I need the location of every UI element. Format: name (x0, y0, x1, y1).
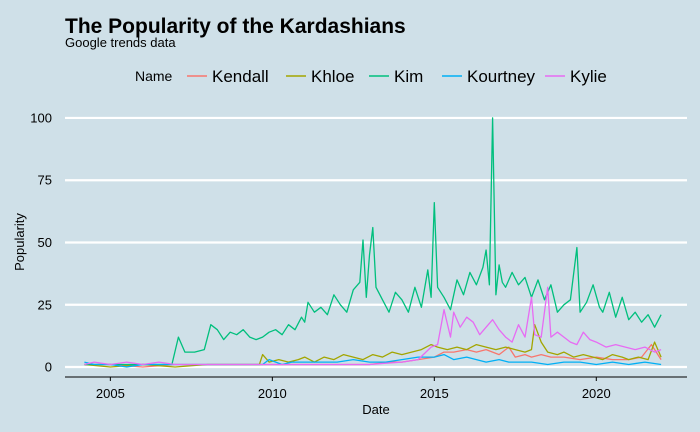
legend-label-kylie: Kylie (570, 67, 607, 86)
chart-title: The Popularity of the Kardashians (65, 15, 406, 38)
y-tick-label: 50 (38, 235, 52, 250)
axes: 0 25 50 75 100 2005 2010 2015 2020 (30, 110, 687, 401)
legend: Name Kendall Khloe Kim Kourtney Kylie (135, 67, 607, 86)
x-axis-label: Date (362, 402, 389, 417)
x-tick-label: 2005 (96, 386, 125, 401)
chart-subtitle: Google trends data (65, 35, 176, 50)
x-tick-label: 2020 (582, 386, 611, 401)
series-layer (84, 117, 662, 368)
gridlines (65, 116, 687, 369)
x-tick-label: 2010 (258, 386, 287, 401)
y-tick-label: 0 (45, 360, 52, 375)
series-line-kylie (84, 286, 662, 366)
y-tick-label: 100 (30, 110, 52, 125)
legend-label-khloe: Khloe (311, 67, 354, 86)
y-tick-label: 75 (38, 173, 52, 188)
series-line-khloe (84, 324, 662, 368)
series-line-kim (84, 117, 662, 366)
legend-label-kendall: Kendall (212, 67, 269, 86)
legend-label-kourtney: Kourtney (467, 67, 536, 86)
y-axis-label: Popularity (12, 213, 27, 271)
legend-title: Name (135, 68, 173, 84)
legend-label-kim: Kim (394, 67, 423, 86)
y-tick-label: 25 (38, 297, 52, 312)
x-tick-label: 2015 (420, 386, 449, 401)
